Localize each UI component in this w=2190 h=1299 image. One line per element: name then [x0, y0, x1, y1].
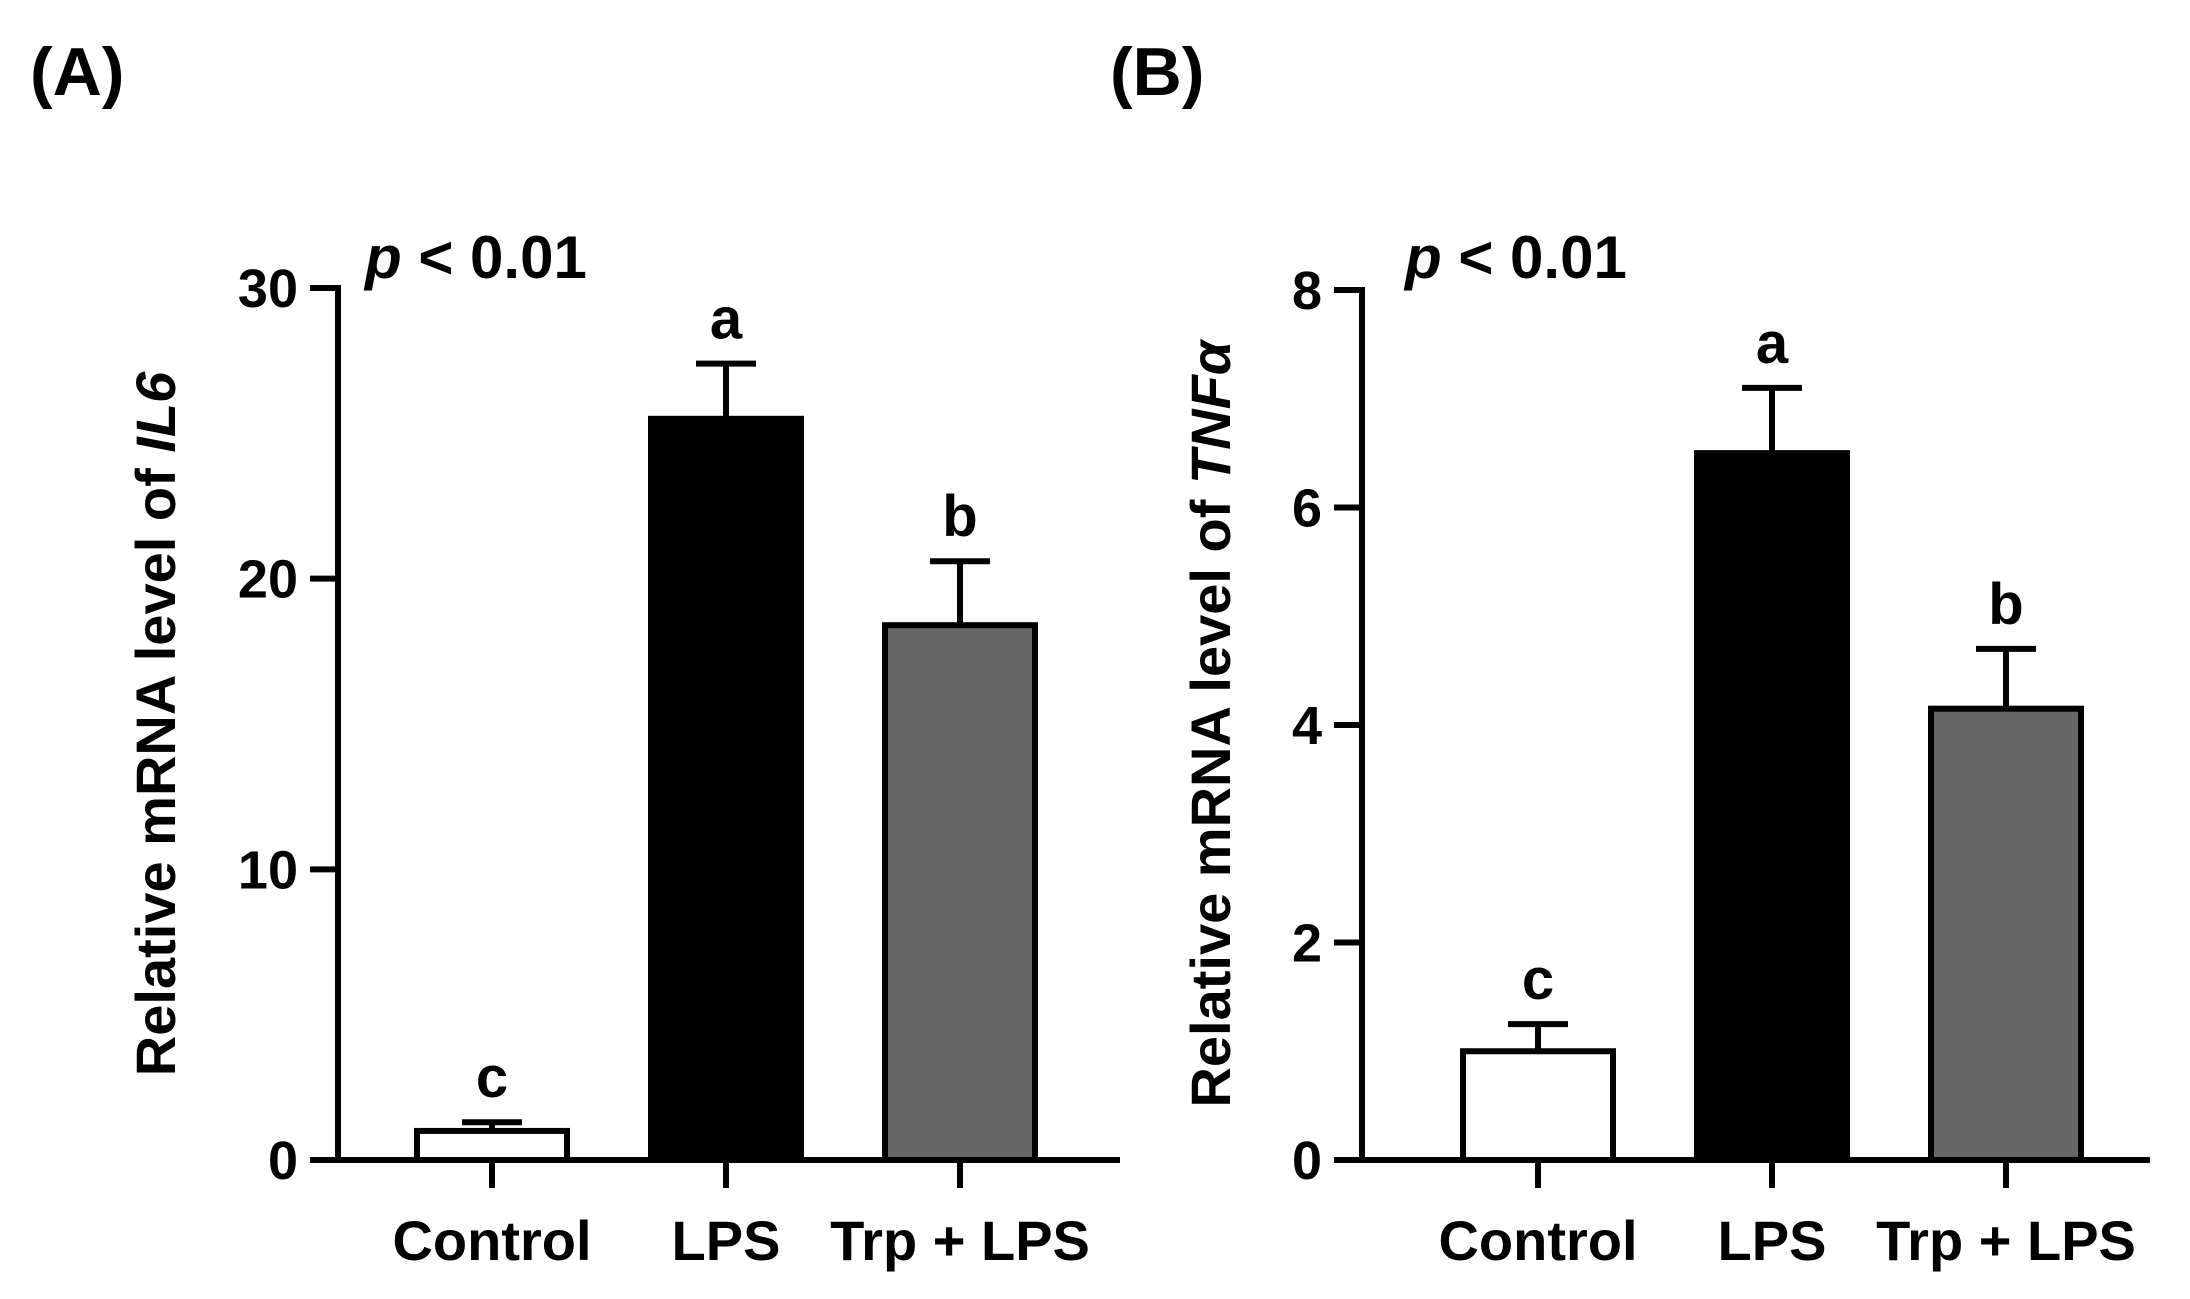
panel-label: (B): [1110, 34, 1204, 110]
bar: [882, 622, 1038, 1163]
panel-a: (A) p < 0.01 Relative mRNA level of IL6 0 10…: [30, 34, 1120, 1272]
p-value-label: p < 0.01: [1403, 224, 1627, 291]
bar: [1460, 1048, 1616, 1163]
y-axis-label: Relative mRNA level of IL6: [124, 371, 187, 1076]
y-tick-label: 20: [238, 550, 298, 610]
bar: [1694, 450, 1850, 1163]
p-value-italic: p: [363, 224, 402, 291]
panel-b: (B) p < 0.01 Relative mRNA level of TNFα 0 2…: [1110, 34, 2150, 1272]
y-tick-label: 2: [1292, 914, 1322, 974]
p-value-rest: < 0.01: [1442, 224, 1627, 291]
y-axis-label: Relative mRNA level of TNFα: [1179, 338, 1242, 1107]
significance-letter: a: [710, 287, 743, 352]
p-value-italic: p: [1403, 224, 1442, 291]
y-tick-label: 30: [238, 259, 298, 319]
bar: [1928, 705, 2084, 1163]
significance-letter: b: [1988, 572, 2023, 637]
x-category-label: LPS: [672, 1209, 781, 1272]
significance-letter: a: [1756, 311, 1789, 376]
y-tick-label: 0: [1292, 1131, 1322, 1191]
y-tick-label: 0: [268, 1131, 298, 1191]
significance-letter: b: [942, 484, 977, 549]
y-axis-label-gene: TNFα: [1179, 338, 1242, 484]
y-axis-label-prefix: Relative mRNA level of: [124, 453, 187, 1076]
panel-label: (A): [30, 34, 124, 110]
y-tick-label: 8: [1292, 261, 1322, 321]
p-value-rest: < 0.01: [402, 224, 587, 291]
p-value-label: p < 0.01: [363, 224, 587, 291]
significance-letter: c: [1522, 947, 1554, 1012]
x-category-label: Trp + LPS: [1876, 1209, 2136, 1272]
x-category-label: Control: [392, 1209, 591, 1272]
y-tick-label: 6: [1292, 479, 1322, 539]
x-category-label: Trp + LPS: [830, 1209, 1090, 1272]
y-axis-label-prefix: Relative mRNA level of: [1179, 484, 1242, 1107]
y-tick-label: 4: [1292, 696, 1322, 756]
bar: [648, 415, 804, 1163]
x-category-label: LPS: [1718, 1209, 1827, 1272]
significance-letter: c: [476, 1045, 508, 1110]
y-tick-label: 10: [238, 840, 298, 900]
x-category-label: Control: [1438, 1209, 1637, 1272]
y-axis-label-gene: IL6: [124, 371, 187, 453]
bar: [414, 1127, 570, 1164]
